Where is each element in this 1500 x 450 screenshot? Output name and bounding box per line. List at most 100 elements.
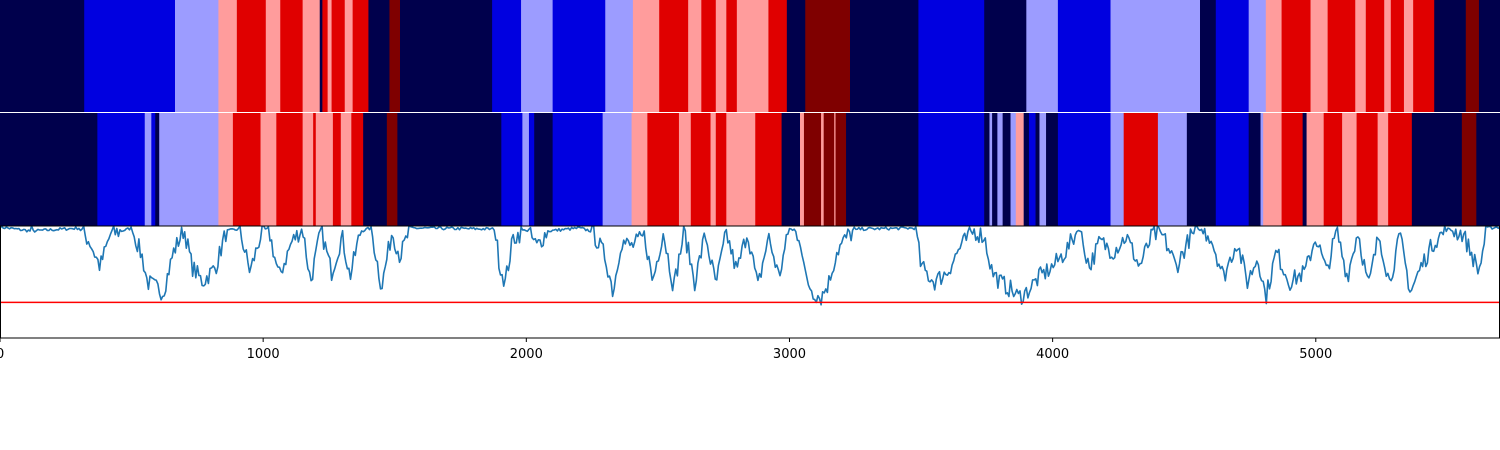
segment-1-68	[1356, 113, 1379, 226]
segment-1-44	[992, 113, 998, 226]
segment-0-5	[265, 0, 281, 112]
segment-0-32	[918, 0, 985, 112]
segment-1-18	[397, 113, 502, 226]
segment-0-23	[688, 0, 702, 112]
segment-1-28	[690, 113, 711, 226]
segment-1-60	[1248, 113, 1261, 226]
segment-0-7	[302, 0, 321, 112]
segment-0-44	[1355, 0, 1367, 112]
segment-0-18	[521, 0, 554, 112]
segment-0-34	[1026, 0, 1059, 112]
segment-1-7	[232, 113, 261, 226]
segment-1-69	[1377, 113, 1389, 226]
segment-1-0	[0, 113, 98, 226]
plot-background	[0, 226, 1500, 338]
segment-1-25	[631, 113, 648, 226]
segment-0-12	[344, 0, 354, 112]
segment-1-45	[997, 113, 1004, 226]
segment-0-14	[368, 0, 390, 112]
segment-1-23	[552, 113, 604, 226]
x-axis: 0 1000 2000 3000 4000 5000	[0, 338, 1332, 362]
segment-1-73	[1461, 113, 1477, 226]
segment-0-17	[492, 0, 522, 112]
segment-1-58	[1186, 113, 1217, 226]
score-line-panel	[0, 225, 1500, 339]
segment-0-33	[984, 0, 1027, 112]
segment-1-30	[715, 113, 727, 226]
segment-0-50	[1434, 0, 1467, 112]
segment-1-17	[386, 113, 398, 226]
segment-1-11	[313, 113, 317, 226]
segment-0-47	[1390, 0, 1405, 112]
segment-0-11	[331, 0, 346, 112]
segment-0-42	[1310, 0, 1329, 112]
segment-1-61	[1260, 113, 1264, 226]
segment-1-38	[834, 113, 836, 226]
segment-0-6	[280, 0, 304, 112]
predicted-strip	[0, 113, 1500, 226]
segment-1-56	[1123, 113, 1159, 226]
segment-0-0	[0, 0, 85, 112]
segment-1-35	[803, 113, 822, 226]
segment-0-13	[352, 0, 369, 112]
x-tick-label-4: 4000	[1036, 347, 1069, 362]
segment-1-50	[1028, 113, 1036, 226]
segment-1-66	[1323, 113, 1343, 226]
score-line	[0, 226, 1500, 306]
segment-1-24	[602, 113, 632, 226]
segment-0-19	[552, 0, 606, 112]
segment-1-1	[97, 113, 146, 226]
segment-0-25	[715, 0, 727, 112]
segment-1-3	[151, 113, 156, 226]
segment-0-26	[726, 0, 738, 112]
segment-0-36	[1110, 0, 1201, 112]
ground-truth-strip	[0, 0, 1500, 112]
x-tick-label-2: 2000	[510, 347, 543, 362]
segment-0-24	[701, 0, 717, 112]
segment-1-16	[363, 113, 388, 226]
segment-0-51	[1465, 0, 1480, 112]
segment-0-3	[218, 0, 238, 112]
segment-1-62	[1263, 113, 1282, 226]
segment-0-8	[319, 0, 323, 112]
segment-0-4	[236, 0, 267, 112]
segment-1-53	[1046, 113, 1059, 226]
segment-1-40	[846, 113, 919, 226]
segment-0-49	[1413, 0, 1435, 112]
segment-1-47	[1010, 113, 1017, 226]
segment-1-43	[989, 113, 993, 226]
segment-1-4	[155, 113, 160, 226]
segment-0-39	[1248, 0, 1267, 112]
segment-0-38	[1215, 0, 1250, 112]
segment-1-34	[800, 113, 805, 226]
segment-0-43	[1327, 0, 1356, 112]
segment-0-1	[84, 0, 176, 112]
segment-1-52	[1039, 113, 1047, 226]
segment-1-2	[144, 113, 152, 226]
segment-1-15	[351, 113, 364, 226]
segment-0-30	[805, 0, 851, 112]
segment-1-33	[781, 113, 801, 226]
x-tick-label-1: 1000	[247, 347, 280, 362]
segment-1-10	[302, 113, 314, 226]
segment-1-26	[647, 113, 680, 226]
segment-1-72	[1414, 113, 1463, 226]
segment-0-31	[850, 0, 919, 112]
segment-1-13	[332, 113, 342, 226]
x-tick-label-0: 0	[0, 347, 4, 362]
segment-1-67	[1342, 113, 1357, 226]
segment-1-12	[315, 113, 334, 226]
segment-1-9	[276, 113, 304, 226]
segment-1-37	[823, 113, 835, 226]
segment-1-57	[1157, 113, 1188, 226]
segment-1-27	[678, 113, 692, 226]
segment-1-70	[1388, 113, 1413, 226]
segment-0-9	[322, 0, 329, 112]
segment-1-71	[1411, 113, 1415, 226]
segment-1-8	[260, 113, 277, 226]
segment-0-10	[327, 0, 332, 112]
x-tick-label-5: 5000	[1299, 347, 1332, 362]
segment-0-20	[605, 0, 634, 112]
segment-0-37	[1200, 0, 1217, 112]
segment-1-39	[835, 113, 847, 226]
